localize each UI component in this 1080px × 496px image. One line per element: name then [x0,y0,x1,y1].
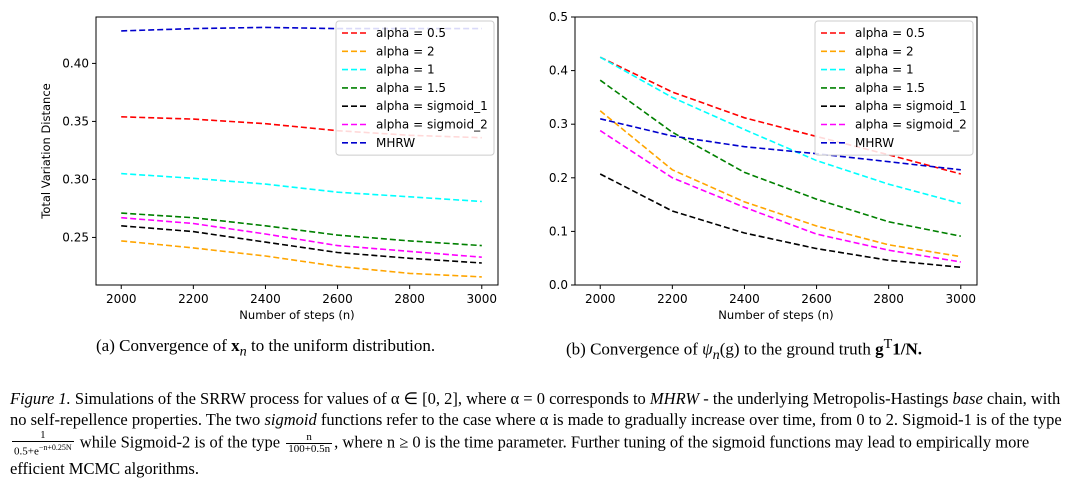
legend-label: alpha = 1 [855,63,914,77]
sigmoid2-denominator: 100+0.5n [288,443,331,456]
caption-b-sub: n [712,347,720,364]
x-tick-label: 2000 [585,292,616,306]
caption-b-prefix: (b) Convergence of [566,339,703,359]
subcaption-a: (a) Convergence of xn to the uniform dis… [96,336,435,360]
legend-label: MHRW [376,136,415,150]
caption-b-suffix: 1/N. [892,339,922,359]
series-line [599,173,961,269]
y-tick-label: 0.0 [549,278,568,292]
caption-b-var: ψ [702,339,713,359]
caption-b-T: T [883,336,893,352]
x-tick-label: 2600 [801,292,832,306]
legend-label: alpha = sigmoid_1 [855,99,967,113]
caption-text-5: while Sigmoid-2 is of the type [75,432,285,452]
caption-a-var: x [231,336,240,355]
x-tick-label: 2800 [394,292,425,306]
legend-label: alpha = sigmoid_2 [376,118,488,132]
caption-text-6: , where n ≥ 0 is the time parameter. Fur… [10,432,1030,478]
caption-text-2: - the underlying Metropolis-Hastings [699,389,953,408]
legend-label: alpha = 0.5 [855,26,925,40]
figure-caption: Figure 1. Simulations of the SRRW proces… [10,388,1072,479]
series-line [599,56,962,205]
y-axis-label: Total Variation Distance [39,83,53,219]
y-tick-label: 0.4 [549,64,568,78]
y-tick-label: 0.3 [549,117,568,131]
series-line [599,129,961,263]
caption-text-1: Simulations of the SRRW process for valu… [70,389,650,408]
legend-box [335,20,495,156]
series-line [599,56,962,175]
caption-b-g: g [875,339,884,359]
subcaption-b: (b) Convergence of ψn(g) to the ground t… [566,336,922,364]
y-tick-label: 0.25 [62,230,89,244]
series-line [600,118,961,171]
sigmoid1-exponent: −n+0.25N [38,443,72,452]
sigmoid1-numerator: 1 [12,430,74,442]
sigmoid1-fraction: 1 0.5+e−n+0.25N [12,430,74,458]
sigmoid2-numerator: n [286,432,333,445]
caption-text-4: functions refer to the case where α is m… [316,410,1062,429]
caption-b-mid: (g) to the ground truth [719,339,876,359]
series-line [121,172,482,203]
y-tick-label: 0.2 [549,171,568,185]
legend-label: alpha = 1 [376,63,435,77]
y-tick-label: 0.35 [62,114,89,128]
caption-a-suffix: to the uniform distribution. [246,336,436,355]
legend-label: alpha = 2 [855,44,914,58]
x-tick-label: 2400 [250,292,281,306]
legend-label: alpha = 1.5 [376,81,446,95]
legend-label: MHRW [855,136,894,150]
x-tick-label: 2200 [178,292,209,306]
plot-frame [95,16,499,286]
x-axis-label: Number of steps (n) [239,308,354,322]
caption-sigmoid: sigmoid [264,410,317,429]
tvd-chart: 2000 2200 2400 2600 2800 3000 0.25 0.30 0.35 0.40… [39,16,499,322]
x-tick-label: 3000 [946,292,977,306]
legend-label: alpha = 2 [376,44,435,58]
legend-label: alpha = 1.5 [855,81,925,95]
y-tick-label: 0.30 [62,172,89,186]
x-axis-label: Number of steps (n) [718,308,833,322]
figure-label: Figure 1. [10,389,71,408]
mse-chart: 2000 2200 2400 2600 2800 3000 0.0 0.1 0.2 0.3 0.4 0… [549,10,978,322]
series-line [121,240,482,278]
y-tick-label: 0.40 [62,56,89,70]
x-tick-label: 2400 [729,292,760,306]
x-tick-label: 2000 [106,292,137,306]
series-line [599,110,961,258]
caption-base: base [952,389,983,408]
legend-label: alpha = sigmoid_2 [855,118,967,132]
x-tick-label: 3000 [467,292,498,306]
series-line [599,79,961,237]
sigmoid1-denominator: 0.5+e [14,445,39,458]
y-tick-label: 0.1 [549,224,568,238]
caption-mhrw: MHRW [649,389,700,408]
x-tick-label: 2200 [657,292,688,306]
sigmoid2-fraction: n 100+0.5n [286,432,333,456]
y-tick-label: 0.5 [549,10,568,24]
series-line [121,216,482,258]
caption-a-prefix: (a) Convergence of [96,336,232,355]
legend-label: alpha = sigmoid_1 [376,99,488,113]
legend-box [814,20,974,156]
legend-label: alpha = 0.5 [376,26,446,40]
series-line [121,212,482,247]
caption-a-sub: n [239,343,247,360]
x-tick-label: 2600 [322,292,353,306]
series-line [121,225,482,264]
plot-frame [574,16,978,286]
caption-text-3: chain, with no self-repellence propertie… [10,389,1061,429]
x-tick-label: 2800 [873,292,904,306]
